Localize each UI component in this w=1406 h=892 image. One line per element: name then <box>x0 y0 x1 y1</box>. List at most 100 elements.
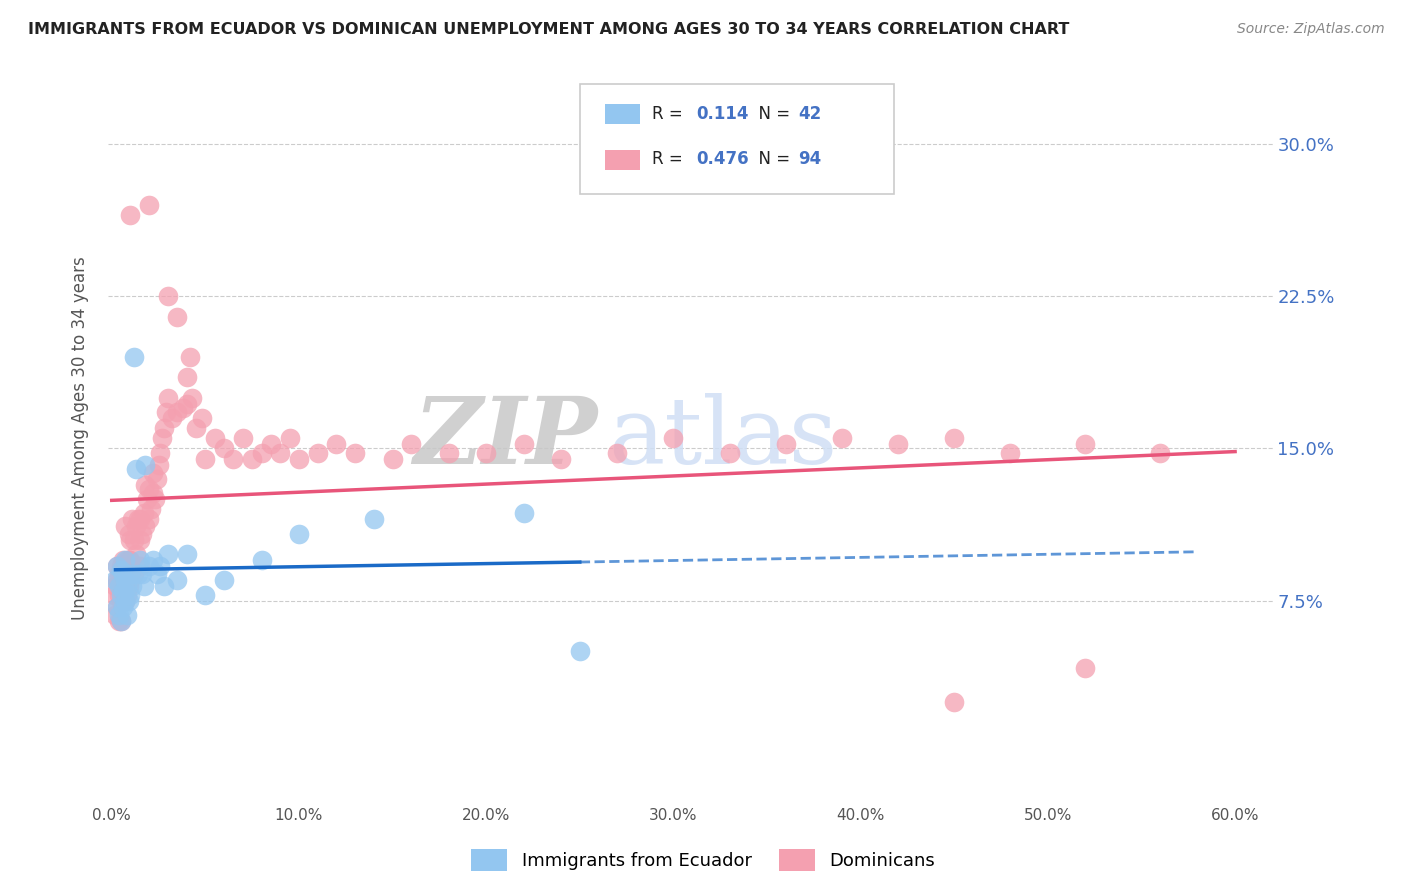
Point <box>117 593 139 607</box>
Point <box>110 559 132 574</box>
Point <box>1074 660 1097 674</box>
Point <box>110 593 132 607</box>
Point <box>145 567 167 582</box>
Point <box>143 492 166 507</box>
Point <box>125 547 148 561</box>
Point <box>104 607 127 622</box>
Point <box>111 583 134 598</box>
Point <box>149 559 172 574</box>
Point <box>250 445 273 459</box>
Point <box>114 593 136 607</box>
Point <box>132 507 155 521</box>
Point <box>110 563 132 577</box>
Point <box>117 579 139 593</box>
Point <box>105 559 128 574</box>
Point <box>150 431 173 445</box>
Point <box>128 559 150 574</box>
Point <box>105 599 128 614</box>
Point <box>120 533 142 547</box>
Text: ZIP: ZIP <box>413 393 598 483</box>
Point <box>121 563 143 577</box>
Point <box>662 431 685 445</box>
Point <box>110 614 132 628</box>
Point <box>153 579 176 593</box>
Point <box>204 431 226 445</box>
Point <box>127 567 149 582</box>
Point <box>104 579 127 593</box>
Point <box>260 437 283 451</box>
Point <box>212 574 235 588</box>
Point <box>278 431 301 445</box>
Text: R =: R = <box>652 150 688 169</box>
Text: atlas: atlas <box>609 393 838 483</box>
Point <box>117 553 139 567</box>
Point <box>138 559 160 574</box>
Point <box>111 599 134 614</box>
Point <box>128 553 150 567</box>
Point <box>120 208 142 222</box>
Point <box>512 507 534 521</box>
Point <box>108 579 131 593</box>
Point <box>114 574 136 588</box>
Point <box>887 437 910 451</box>
Point <box>344 445 367 459</box>
Point <box>512 437 534 451</box>
Point <box>179 350 201 364</box>
Text: R =: R = <box>652 105 693 123</box>
Point <box>606 445 628 459</box>
Y-axis label: Unemployment Among Ages 30 to 34 years: Unemployment Among Ages 30 to 34 years <box>72 256 89 620</box>
Point <box>110 579 132 593</box>
Point <box>120 567 142 582</box>
Point <box>145 472 167 486</box>
Point <box>121 579 143 593</box>
Point <box>115 574 138 588</box>
FancyBboxPatch shape <box>579 84 894 194</box>
Point <box>1149 445 1171 459</box>
Point <box>127 512 149 526</box>
Point <box>131 526 153 541</box>
Point <box>775 437 797 451</box>
Point <box>160 411 183 425</box>
Point <box>831 431 853 445</box>
Point <box>125 461 148 475</box>
Point <box>156 547 179 561</box>
Point <box>111 567 134 582</box>
Point <box>108 567 131 582</box>
Point <box>176 370 198 384</box>
Point <box>250 553 273 567</box>
Point <box>108 607 131 622</box>
Point <box>108 588 131 602</box>
Point <box>148 458 170 472</box>
Point <box>156 391 179 405</box>
Point <box>149 445 172 459</box>
Point <box>114 593 136 607</box>
Point <box>142 466 165 480</box>
Point <box>943 431 966 445</box>
Point <box>111 583 134 598</box>
Point <box>115 579 138 593</box>
Point <box>232 431 254 445</box>
Point <box>718 445 741 459</box>
Point <box>269 445 291 459</box>
Point <box>115 607 138 622</box>
Point <box>139 502 162 516</box>
Point <box>134 518 156 533</box>
Point <box>142 486 165 500</box>
Text: 0.114: 0.114 <box>696 105 748 123</box>
Point <box>166 405 188 419</box>
Text: Source: ZipAtlas.com: Source: ZipAtlas.com <box>1237 22 1385 37</box>
Point <box>153 421 176 435</box>
Point <box>120 574 142 588</box>
Point <box>155 405 177 419</box>
Point <box>122 533 145 547</box>
Point <box>111 567 134 582</box>
Point <box>307 445 329 459</box>
Point <box>212 442 235 456</box>
Point <box>121 512 143 526</box>
Point <box>115 588 138 602</box>
Text: 94: 94 <box>799 150 823 169</box>
Bar <box>605 103 640 124</box>
Point <box>550 451 572 466</box>
Point <box>363 512 385 526</box>
Point <box>128 512 150 526</box>
